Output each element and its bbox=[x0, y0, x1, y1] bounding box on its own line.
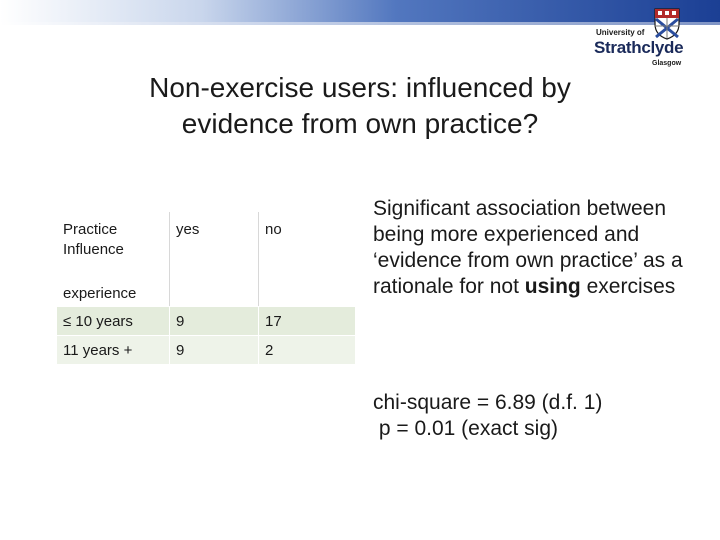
crest-icon bbox=[654, 8, 680, 40]
finding-suffix: exercises bbox=[580, 275, 676, 298]
contingency-table: Practice Influence experience yes no ≤ 1… bbox=[57, 212, 356, 365]
header-yes: yes bbox=[169, 212, 259, 307]
header-row-label: Practice Influence experience bbox=[57, 212, 170, 307]
header-no: no bbox=[258, 212, 355, 307]
top-banner bbox=[0, 0, 720, 22]
row-yes-value: 9 bbox=[169, 306, 259, 336]
university-logo: University of Strathclyde Glasgow bbox=[590, 4, 690, 76]
top-banner-underline bbox=[0, 22, 720, 25]
logo-name: Strathclyde bbox=[594, 38, 684, 57]
row-yes-value: 9 bbox=[169, 335, 259, 365]
row-label: ≤ 10 years bbox=[57, 306, 170, 336]
title-line-2: evidence from own practice? bbox=[181, 108, 539, 139]
row-label: 11 years + bbox=[57, 335, 170, 365]
header-experience: experience bbox=[63, 285, 137, 302]
table-row: 11 years + 9 2 bbox=[57, 335, 356, 365]
table-header-row: Practice Influence experience yes no bbox=[57, 212, 355, 307]
header-practice-influence: Practice Influence bbox=[63, 221, 124, 258]
chi-square-line: chi-square = 6.89 (d.f. 1) bbox=[373, 391, 603, 414]
logo-city: Glasgow bbox=[652, 60, 682, 67]
table-row: ≤ 10 years 9 17 bbox=[57, 306, 356, 336]
slide-title: Non-exercise users: influenced by eviden… bbox=[60, 70, 660, 142]
title-line-1: Non-exercise users: influenced by bbox=[149, 72, 571, 103]
row-no-value: 17 bbox=[258, 306, 356, 336]
finding-bold: using bbox=[524, 275, 581, 298]
finding-prefix: Significant association between being mo… bbox=[373, 197, 683, 298]
statistics-text: chi-square = 6.89 (d.f. 1) p = 0.01 (exa… bbox=[373, 390, 693, 442]
p-value-line: p = 0.01 (exact sig) bbox=[373, 417, 559, 440]
row-no-value: 2 bbox=[258, 335, 356, 365]
logo-university-of: University of bbox=[596, 28, 645, 37]
finding-text: Significant association between being mo… bbox=[373, 196, 693, 300]
